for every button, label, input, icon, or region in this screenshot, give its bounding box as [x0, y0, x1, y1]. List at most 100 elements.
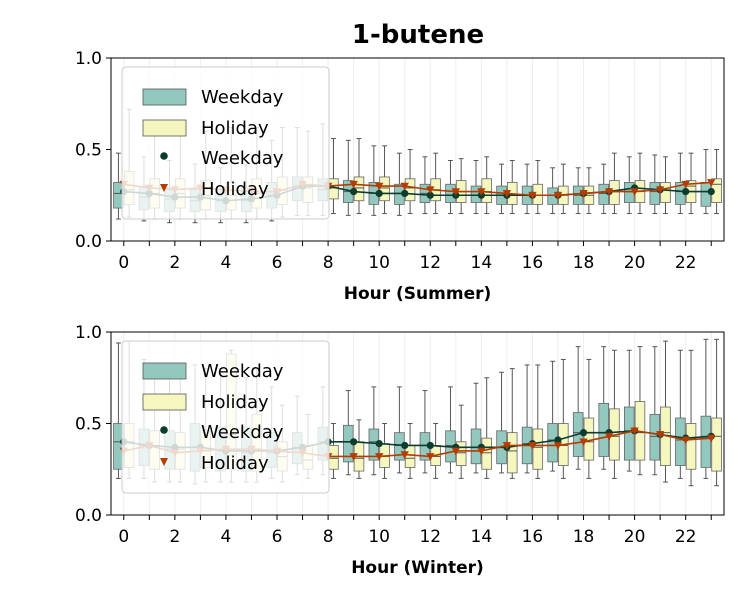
holiday-point	[451, 447, 461, 456]
holiday-point	[426, 453, 435, 461]
legend-marker-weekday	[160, 426, 168, 434]
holiday-point	[604, 432, 614, 441]
x-tick-label: 0	[118, 253, 129, 273]
weekday-point	[426, 441, 434, 450]
x-tick-label: 22	[675, 527, 697, 547]
x-tick-label: 6	[272, 253, 283, 273]
holiday-point	[349, 180, 358, 189]
weekday-point	[707, 187, 715, 196]
x-tick-label: 12	[419, 527, 441, 547]
legend-label: Weekday	[201, 87, 284, 108]
legend-swatch-holiday	[142, 119, 187, 137]
x-tick-label: 8	[323, 527, 334, 547]
weekday-point	[426, 191, 434, 199]
x-axis-label: Hour (Winter)	[351, 558, 484, 578]
box	[649, 182, 661, 205]
holiday-point	[400, 451, 409, 459]
holiday-point	[426, 186, 435, 194]
holiday-point	[502, 442, 512, 450]
x-tick-label: 22	[675, 253, 697, 273]
panel-1: Weekday Holiday Weekday Holiday 0.0 0.5 1.0 0 2 4…	[75, 49, 725, 304]
legend-label: Holiday	[201, 453, 269, 474]
weekday-point	[401, 441, 409, 450]
box	[404, 178, 416, 202]
weekday-point	[579, 429, 588, 437]
holiday-point	[374, 182, 384, 191]
legend-label: Weekday	[201, 422, 284, 443]
weekday-point	[375, 440, 383, 448]
y-tick-label: 0.0	[75, 506, 102, 526]
y-tick-label: 0.5	[75, 141, 102, 161]
legend: Weekday Holiday Weekday Holiday	[121, 340, 330, 494]
x-tick-label: 8	[323, 253, 334, 273]
holiday-point	[528, 191, 537, 200]
x-tick-label: 6	[272, 527, 283, 547]
box	[506, 432, 518, 474]
x-tick-label: 14	[471, 253, 493, 273]
y-tick-label: 0.5	[75, 415, 102, 435]
x-tick-label: 0	[118, 527, 129, 547]
panel-2: Weekday Holiday Weekday Holiday 0.0 0.5 1.0 0 2 4…	[75, 323, 725, 578]
holiday-point	[502, 190, 512, 198]
box	[711, 417, 722, 472]
x-tick-label: 10	[368, 253, 390, 273]
holiday-point	[630, 427, 639, 436]
holiday-point	[553, 442, 563, 450]
holiday-point	[477, 447, 486, 456]
weekday-point	[375, 189, 383, 198]
legend-label: Weekday	[201, 148, 284, 169]
weekday-point	[682, 187, 690, 196]
legend-marker-holiday	[160, 184, 168, 192]
weekday-point	[350, 187, 358, 196]
x-tick-label: 14	[471, 527, 493, 547]
legend-swatch-weekday	[142, 362, 187, 380]
x-tick-label: 10	[368, 527, 390, 547]
legend-label: Holiday	[201, 179, 269, 200]
legend-label: Holiday	[201, 392, 269, 413]
legend-label: Holiday	[201, 118, 269, 139]
holiday-point	[528, 442, 537, 450]
legend-marker-weekday	[160, 152, 168, 160]
box	[379, 176, 390, 202]
holiday-point	[349, 453, 358, 461]
legend-marker-holiday	[160, 458, 168, 466]
x-tick-label: 20	[624, 253, 646, 273]
legend-label: Weekday	[201, 361, 284, 382]
x-axis-label: Hour (Summer)	[344, 284, 492, 304]
holiday-point	[604, 188, 614, 196]
chart-title: 1-butene	[352, 20, 484, 50]
legend-swatch-weekday	[142, 88, 187, 106]
box	[404, 445, 416, 468]
holiday-point	[374, 453, 384, 461]
holiday-point	[451, 188, 461, 196]
box	[685, 423, 697, 470]
x-tick-label: 20	[624, 527, 646, 547]
holiday-point	[553, 191, 563, 200]
holiday-point	[477, 188, 486, 196]
legend-swatch-holiday	[142, 393, 187, 411]
box	[328, 445, 339, 470]
holiday-point	[579, 438, 588, 446]
x-tick-label: 18	[573, 527, 595, 547]
x-tick-label: 12	[419, 253, 441, 273]
holiday-point	[400, 182, 409, 191]
holiday-point	[681, 436, 690, 445]
box	[532, 428, 544, 470]
box	[481, 437, 492, 470]
weekday-point	[554, 436, 562, 444]
y-tick-label: 1.0	[75, 323, 102, 343]
holiday-point	[579, 190, 588, 198]
weekday-point	[401, 189, 409, 198]
x-tick-label: 4	[221, 253, 232, 273]
x-tick-label: 2	[169, 253, 180, 273]
holiday-point	[681, 180, 690, 189]
holiday-point	[707, 179, 716, 187]
x-tick-label: 18	[573, 253, 595, 273]
x-tick-label: 16	[522, 253, 544, 273]
legend: Weekday Holiday Weekday Holiday	[121, 66, 330, 220]
x-tick-label: 16	[522, 527, 544, 547]
holiday-point	[630, 188, 639, 196]
holiday-point	[707, 434, 716, 443]
x-tick-label: 2	[169, 527, 180, 547]
